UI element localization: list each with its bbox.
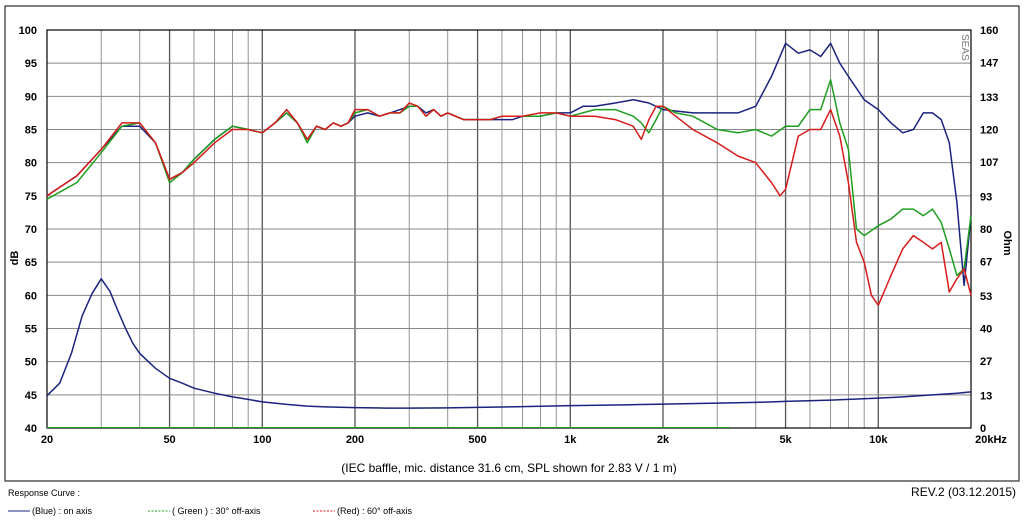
y-tick-label: 95 [25, 58, 37, 70]
grid [47, 30, 971, 428]
x-axis-ticks: 20 50 100 200 500 1k 2k 5k 10k 20kHz [41, 434, 1008, 446]
outer-frame [4, 5, 1020, 482]
legend-title: Response Curve : [8, 488, 80, 498]
series-line-2 [46, 102, 972, 307]
x-tick-label: 500 [468, 434, 486, 446]
y2-tick-label: 80 [980, 224, 992, 236]
legend-entry: ( Green ) : 30° off-axis [172, 506, 261, 516]
y-tick-label: 90 [25, 91, 37, 103]
x-tick-label: 2k [657, 434, 670, 446]
y2-tick-label: 53 [980, 291, 992, 303]
y-tick-label: 70 [25, 224, 37, 236]
brand-watermark: SEAS [959, 34, 970, 61]
y-tick-label: 40 [25, 423, 37, 435]
y-tick-label: 65 [25, 257, 37, 269]
series-line-0 [46, 42, 972, 287]
y2-tick-label: 160 [980, 25, 998, 37]
series-line-impedance [46, 278, 972, 409]
y2-tick-label: 147 [980, 57, 998, 69]
y-axis-left-ticks: 40 45 50 55 60 65 70 75 80 85 90 95 100 [19, 25, 37, 435]
series-line-1 [46, 79, 972, 277]
chart-caption: (IEC baffle, mic. distance 31.6 cm, SPL … [341, 461, 676, 475]
legend-entry: (Red) : 60° off-axis [337, 506, 412, 516]
y2-tick-label: 13 [980, 391, 992, 403]
x-tick-label: 5k [779, 434, 792, 446]
y-tick-label: 75 [25, 191, 37, 203]
y-tick-label: 80 [25, 158, 37, 170]
revision-label: REV.2 (03.12.2015) [911, 485, 1016, 499]
y-axis-label-left: dB [9, 251, 21, 266]
x-tick-label: 50 [163, 434, 175, 446]
y2-tick-label: 93 [980, 192, 992, 204]
y2-tick-label: 40 [980, 324, 992, 336]
legend-entry: (Blue) : on axis [32, 506, 93, 516]
y-tick-label: 60 [25, 290, 37, 302]
y-axis-right-ticks: 0 13 27 40 53 67 80 93 107 120 133 147 160 [980, 25, 998, 435]
y-tick-label: 55 [25, 324, 37, 336]
legend: (Blue) : on axis ( Green ) : 30° off-axis… [8, 506, 412, 516]
y2-tick-label: 107 [980, 157, 998, 169]
x-tick-label: 20kHz [975, 434, 1007, 446]
x-tick-label: 10k [869, 434, 888, 446]
y2-tick-label: 120 [980, 125, 998, 137]
y-tick-label: 100 [19, 25, 37, 37]
y2-tick-label: 133 [980, 92, 998, 104]
y2-tick-label: 67 [980, 256, 992, 268]
y-tick-label: 50 [25, 357, 37, 369]
y-tick-label: 85 [25, 125, 37, 137]
series-group [46, 42, 972, 428]
x-tick-label: 1k [564, 434, 577, 446]
y2-tick-label: 0 [980, 423, 986, 435]
y-axis-label-right: Ohm [1001, 230, 1013, 255]
x-tick-label: 200 [346, 434, 364, 446]
x-tick-label: 20 [41, 434, 53, 446]
y-tick-label: 45 [25, 390, 37, 402]
y2-tick-label: 27 [980, 356, 992, 368]
x-tick-label: 100 [253, 434, 271, 446]
